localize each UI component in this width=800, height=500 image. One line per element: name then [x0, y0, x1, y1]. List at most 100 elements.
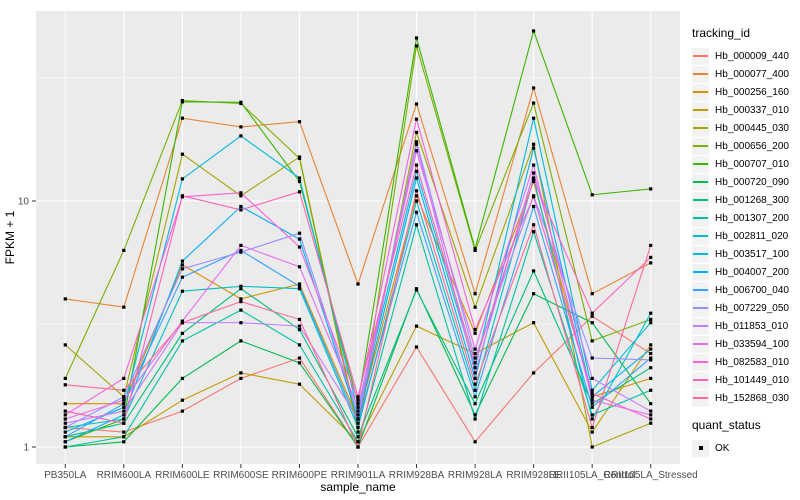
legend-key-line-swatch	[693, 55, 708, 57]
data-point	[414, 149, 419, 153]
data-point	[356, 435, 360, 439]
legend-key-line-swatch	[693, 397, 708, 399]
legend-item-label: Hb_033594_100	[715, 338, 789, 350]
legend-key-line-swatch	[693, 235, 708, 237]
legend-item-Hb_000720_090: Hb_000720_090	[692, 173, 800, 191]
data-point	[590, 413, 594, 417]
data-point	[414, 345, 419, 349]
legend-key-line-icon	[692, 353, 709, 371]
data-point	[122, 305, 126, 309]
legend-key-line-icon	[692, 245, 709, 263]
data-point	[180, 321, 184, 325]
legend-key-line-icon	[692, 335, 709, 353]
legend-key-point-swatch	[698, 446, 703, 451]
data-point	[180, 177, 184, 181]
data-point	[590, 314, 594, 318]
data-point	[532, 204, 536, 209]
legend-key-line-icon	[692, 317, 709, 335]
data-point	[239, 300, 243, 304]
data-point	[590, 395, 594, 399]
data-point	[649, 321, 653, 325]
y-axis-title: FPKM + 1	[3, 210, 17, 264]
data-point	[356, 405, 360, 409]
data-point	[297, 317, 302, 321]
data-point	[122, 395, 126, 399]
data-point	[297, 179, 302, 184]
data-point	[239, 371, 243, 375]
legend-key-line-icon	[692, 299, 709, 317]
data-point	[414, 117, 419, 121]
quant-status-legend-items: OK	[692, 439, 800, 457]
legend-key-line-icon	[692, 137, 709, 155]
data-point	[473, 347, 477, 351]
data-point	[356, 395, 360, 399]
data-point	[239, 284, 243, 288]
legend-item-label: Hb_000720_090	[715, 176, 789, 188]
data-point	[239, 321, 243, 325]
data-point	[356, 402, 360, 406]
legend-item-Hb_000445_030: Hb_000445_030	[692, 119, 800, 137]
data-point	[532, 163, 536, 167]
data-point	[63, 297, 67, 301]
data-point	[356, 282, 360, 286]
data-point	[649, 347, 653, 351]
legend-key-line-icon	[692, 227, 709, 245]
data-point	[63, 376, 67, 380]
data-point	[122, 409, 126, 413]
data-point	[473, 351, 477, 356]
legend-item-Hb_101449_010: Hb_101449_010	[692, 371, 800, 389]
x-tick-label: RRII105LA_Stressed	[604, 470, 698, 481]
legend-item-label: OK	[715, 442, 730, 454]
data-point	[63, 425, 67, 430]
legend-item-Hb_003517_100: Hb_003517_100	[692, 245, 800, 263]
legend-item-label: Hb_000009_440	[715, 50, 789, 62]
legend-key-point-icon	[692, 439, 709, 457]
data-point	[590, 356, 594, 360]
data-point	[297, 265, 302, 269]
data-point	[649, 366, 653, 370]
data-point	[649, 261, 653, 265]
x-tick-label: RRIM600LA	[97, 470, 152, 481]
data-point	[532, 292, 536, 296]
data-point	[63, 402, 67, 406]
legend-key-line-swatch	[693, 73, 708, 75]
x-tick-label: RRII105LA_Control	[549, 470, 636, 481]
data-point	[590, 339, 594, 343]
data-point	[356, 409, 360, 413]
data-point	[414, 44, 419, 48]
data-point	[473, 331, 477, 335]
x-tick-label: RRIM600PE	[272, 470, 328, 481]
data-point	[473, 376, 477, 380]
data-point	[122, 435, 126, 439]
data-point	[180, 267, 184, 271]
data-point	[532, 101, 536, 105]
legend-item-label: Hb_000656_200	[715, 140, 789, 152]
data-point	[532, 176, 536, 180]
data-point	[239, 191, 243, 195]
data-point	[649, 358, 653, 362]
legend-key-line-swatch	[693, 127, 708, 129]
data-point	[297, 324, 302, 328]
legend-key-line-icon	[692, 65, 709, 83]
legend-item-Hb_000256_160: Hb_000256_160	[692, 83, 800, 101]
data-point	[297, 231, 302, 235]
data-point	[414, 324, 419, 328]
legend-key-line-icon	[692, 389, 709, 407]
x-tick-label: RRIM928LA	[448, 470, 503, 481]
data-point	[239, 297, 243, 301]
data-point	[239, 250, 243, 254]
data-point	[356, 440, 360, 444]
legend-item-label: Hb_000077_400	[715, 68, 789, 80]
legend-key-line-swatch	[693, 361, 708, 363]
data-point	[297, 176, 302, 180]
data-point	[590, 292, 594, 296]
x-tick-label: PB350LA	[44, 470, 87, 481]
data-point	[297, 343, 302, 347]
data-point	[590, 391, 594, 396]
data-point	[297, 245, 302, 249]
data-point	[649, 243, 653, 247]
legend-item-label: Hb_002811_020	[715, 230, 789, 242]
data-point	[122, 413, 126, 417]
data-point	[239, 100, 243, 104]
legend-item-label: Hb_152868_030	[715, 392, 789, 404]
